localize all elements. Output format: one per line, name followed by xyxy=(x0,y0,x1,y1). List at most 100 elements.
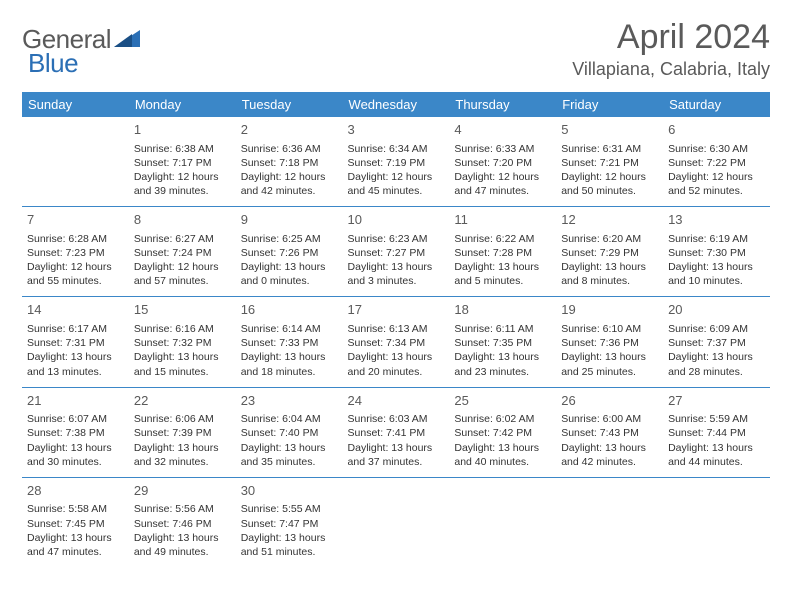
calendar-day-cell xyxy=(556,477,663,567)
sunrise-text: Sunrise: 6:23 AM xyxy=(348,232,445,246)
daylight-text: Daylight: 12 hours xyxy=(241,170,338,184)
sunrise-text: Sunrise: 6:34 AM xyxy=(348,142,445,156)
calendar-day-cell: 16Sunrise: 6:14 AMSunset: 7:33 PMDayligh… xyxy=(236,297,343,387)
daylight-text: Daylight: 13 hours xyxy=(241,350,338,364)
calendar-day-cell xyxy=(663,477,770,567)
sunrise-text: Sunrise: 6:04 AM xyxy=(241,412,338,426)
sunset-text: Sunset: 7:26 PM xyxy=(241,246,338,260)
daylight-text: and 25 minutes. xyxy=(561,365,658,379)
day-number: 8 xyxy=(134,211,231,229)
day-number: 13 xyxy=(668,211,765,229)
sunrise-text: Sunrise: 6:25 AM xyxy=(241,232,338,246)
sunset-text: Sunset: 7:32 PM xyxy=(134,336,231,350)
sunset-text: Sunset: 7:21 PM xyxy=(561,156,658,170)
daylight-text: Daylight: 13 hours xyxy=(668,260,765,274)
sunset-text: Sunset: 7:36 PM xyxy=(561,336,658,350)
sunrise-text: Sunrise: 5:55 AM xyxy=(241,502,338,516)
calendar-day-cell: 17Sunrise: 6:13 AMSunset: 7:34 PMDayligh… xyxy=(343,297,450,387)
calendar-day-cell: 19Sunrise: 6:10 AMSunset: 7:36 PMDayligh… xyxy=(556,297,663,387)
calendar-day-cell: 6Sunrise: 6:30 AMSunset: 7:22 PMDaylight… xyxy=(663,117,770,207)
sunrise-text: Sunrise: 6:16 AM xyxy=(134,322,231,336)
daylight-text: Daylight: 12 hours xyxy=(348,170,445,184)
calendar-day-cell: 10Sunrise: 6:23 AMSunset: 7:27 PMDayligh… xyxy=(343,207,450,297)
calendar-table: Sunday Monday Tuesday Wednesday Thursday… xyxy=(22,92,770,567)
daylight-text: Daylight: 12 hours xyxy=(134,170,231,184)
calendar-day-cell: 15Sunrise: 6:16 AMSunset: 7:32 PMDayligh… xyxy=(129,297,236,387)
daylight-text: Daylight: 12 hours xyxy=(561,170,658,184)
sunrise-text: Sunrise: 6:36 AM xyxy=(241,142,338,156)
sunset-text: Sunset: 7:44 PM xyxy=(668,426,765,440)
sunrise-text: Sunrise: 6:09 AM xyxy=(668,322,765,336)
calendar-day-cell: 24Sunrise: 6:03 AMSunset: 7:41 PMDayligh… xyxy=(343,387,450,477)
sunset-text: Sunset: 7:40 PM xyxy=(241,426,338,440)
daylight-text: Daylight: 13 hours xyxy=(241,531,338,545)
calendar-day-cell: 5Sunrise: 6:31 AMSunset: 7:21 PMDaylight… xyxy=(556,117,663,207)
sunset-text: Sunset: 7:18 PM xyxy=(241,156,338,170)
sunrise-text: Sunrise: 6:38 AM xyxy=(134,142,231,156)
sunrise-text: Sunrise: 6:22 AM xyxy=(454,232,551,246)
daylight-text: Daylight: 13 hours xyxy=(348,260,445,274)
calendar-day-cell: 1Sunrise: 6:38 AMSunset: 7:17 PMDaylight… xyxy=(129,117,236,207)
daylight-text: Daylight: 13 hours xyxy=(27,531,124,545)
daylight-text: and 50 minutes. xyxy=(561,184,658,198)
calendar-day-cell: 22Sunrise: 6:06 AMSunset: 7:39 PMDayligh… xyxy=(129,387,236,477)
weekday-header: Sunday xyxy=(22,92,129,117)
daylight-text: and 20 minutes. xyxy=(348,365,445,379)
location: Villapiana, Calabria, Italy xyxy=(572,59,770,80)
day-number: 28 xyxy=(27,482,124,500)
day-number: 27 xyxy=(668,392,765,410)
daylight-text: and 23 minutes. xyxy=(454,365,551,379)
logo-triangle-icon xyxy=(114,27,140,52)
calendar-day-cell xyxy=(22,117,129,207)
sunrise-text: Sunrise: 6:07 AM xyxy=(27,412,124,426)
day-number: 9 xyxy=(241,211,338,229)
daylight-text: Daylight: 13 hours xyxy=(561,350,658,364)
sunset-text: Sunset: 7:30 PM xyxy=(668,246,765,260)
sunset-text: Sunset: 7:37 PM xyxy=(668,336,765,350)
weekday-header: Monday xyxy=(129,92,236,117)
sunset-text: Sunset: 7:19 PM xyxy=(348,156,445,170)
day-number: 26 xyxy=(561,392,658,410)
daylight-text: and 51 minutes. xyxy=(241,545,338,559)
sunset-text: Sunset: 7:34 PM xyxy=(348,336,445,350)
daylight-text: Daylight: 13 hours xyxy=(561,260,658,274)
calendar-day-cell: 20Sunrise: 6:09 AMSunset: 7:37 PMDayligh… xyxy=(663,297,770,387)
calendar-day-cell: 18Sunrise: 6:11 AMSunset: 7:35 PMDayligh… xyxy=(449,297,556,387)
calendar-day-cell: 13Sunrise: 6:19 AMSunset: 7:30 PMDayligh… xyxy=(663,207,770,297)
daylight-text: Daylight: 13 hours xyxy=(348,350,445,364)
weekday-header: Friday xyxy=(556,92,663,117)
sunrise-text: Sunrise: 6:03 AM xyxy=(348,412,445,426)
daylight-text: Daylight: 13 hours xyxy=(348,441,445,455)
daylight-text: Daylight: 13 hours xyxy=(241,260,338,274)
daylight-text: and 42 minutes. xyxy=(561,455,658,469)
sunrise-text: Sunrise: 6:27 AM xyxy=(134,232,231,246)
sunset-text: Sunset: 7:42 PM xyxy=(454,426,551,440)
daylight-text: and 55 minutes. xyxy=(27,274,124,288)
sunset-text: Sunset: 7:27 PM xyxy=(348,246,445,260)
day-number: 12 xyxy=(561,211,658,229)
daylight-text: and 35 minutes. xyxy=(241,455,338,469)
sunset-text: Sunset: 7:35 PM xyxy=(454,336,551,350)
daylight-text: Daylight: 13 hours xyxy=(27,441,124,455)
calendar-day-cell: 14Sunrise: 6:17 AMSunset: 7:31 PMDayligh… xyxy=(22,297,129,387)
daylight-text: and 28 minutes. xyxy=(668,365,765,379)
calendar-day-cell: 4Sunrise: 6:33 AMSunset: 7:20 PMDaylight… xyxy=(449,117,556,207)
sunrise-text: Sunrise: 6:06 AM xyxy=(134,412,231,426)
daylight-text: Daylight: 13 hours xyxy=(668,441,765,455)
daylight-text: Daylight: 13 hours xyxy=(134,531,231,545)
sunrise-text: Sunrise: 6:11 AM xyxy=(454,322,551,336)
daylight-text: and 13 minutes. xyxy=(27,365,124,379)
calendar-day-cell: 11Sunrise: 6:22 AMSunset: 7:28 PMDayligh… xyxy=(449,207,556,297)
daylight-text: and 0 minutes. xyxy=(241,274,338,288)
weekday-header-row: Sunday Monday Tuesday Wednesday Thursday… xyxy=(22,92,770,117)
daylight-text: Daylight: 12 hours xyxy=(454,170,551,184)
calendar-day-cell: 28Sunrise: 5:58 AMSunset: 7:45 PMDayligh… xyxy=(22,477,129,567)
daylight-text: and 47 minutes. xyxy=(27,545,124,559)
calendar-day-cell xyxy=(449,477,556,567)
header: General April 2024 Villapiana, Calabria,… xyxy=(22,18,770,80)
calendar-day-cell: 29Sunrise: 5:56 AMSunset: 7:46 PMDayligh… xyxy=(129,477,236,567)
sunrise-text: Sunrise: 6:20 AM xyxy=(561,232,658,246)
sunset-text: Sunset: 7:22 PM xyxy=(668,156,765,170)
daylight-text: and 57 minutes. xyxy=(134,274,231,288)
calendar-day-cell: 27Sunrise: 5:59 AMSunset: 7:44 PMDayligh… xyxy=(663,387,770,477)
